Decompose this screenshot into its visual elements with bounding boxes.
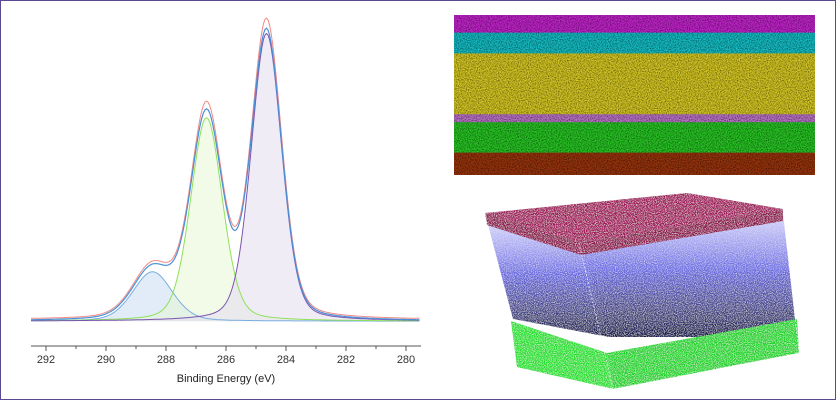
component-peak-1 <box>31 271 420 322</box>
x-axis-title: Binding Energy (eV) <box>177 373 275 385</box>
map-layer-2 <box>454 32 815 54</box>
volume-edge-lines <box>484 208 800 390</box>
volume-top-side <box>579 209 783 255</box>
volume-top-face <box>485 193 783 243</box>
volume-edge-front <box>578 242 614 390</box>
volume-middle-front <box>487 221 609 337</box>
x-axis-ticks: 292 290 288 286 284 282 280 <box>37 346 415 366</box>
volume-block <box>484 193 800 390</box>
x-tick-label: 284 <box>277 354 295 366</box>
map-layer-3 <box>454 53 815 115</box>
volume-bottom-side <box>607 319 799 389</box>
map-layer-6 <box>454 152 815 175</box>
volume-bottom-front <box>511 321 613 389</box>
x-tick-label: 286 <box>217 354 235 366</box>
volume-top-front <box>485 213 581 255</box>
component-area-1 <box>31 271 420 322</box>
x-tick-label: 292 <box>37 354 55 366</box>
map-layer-4 <box>454 114 815 123</box>
component-peak-3 <box>31 32 420 322</box>
map-layer-1 <box>454 15 815 34</box>
elemental-map-image <box>454 15 815 175</box>
component-fills <box>31 33 420 322</box>
component-peak-2 <box>31 117 420 322</box>
xps-spectrum-chart: 292 290 288 286 284 282 280 Binding Energy (eV… <box>30 17 421 385</box>
map-layer-5 <box>454 122 815 154</box>
measured-spectrum-line <box>30 17 420 319</box>
x-tick-label: 288 <box>157 354 175 366</box>
x-tick-label: 280 <box>397 354 415 366</box>
spectrum-lines <box>30 17 420 322</box>
fitted-envelope-line <box>30 27 420 321</box>
volume-rendering-image <box>471 189 821 395</box>
x-tick-label: 290 <box>97 354 115 366</box>
x-tick-label: 282 <box>337 354 355 366</box>
